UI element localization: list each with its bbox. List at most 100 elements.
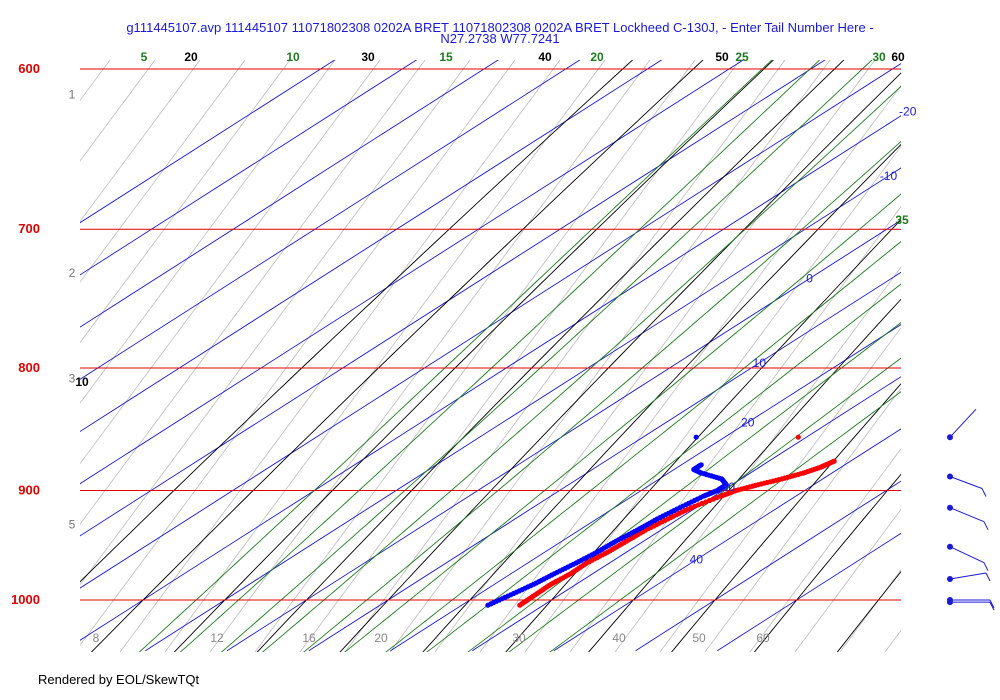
mixing-ratio-label: 30 xyxy=(512,631,526,645)
moist-adiabat-line xyxy=(220,60,873,652)
isolated-point xyxy=(795,434,801,440)
moist-adiabat-line xyxy=(549,391,901,652)
moist-adiabat-label: 5 xyxy=(141,50,148,64)
moist-adiabat-label: 15 xyxy=(439,50,453,64)
isotherm-line xyxy=(80,60,418,276)
trace-point xyxy=(698,462,704,468)
mixing-ratio-line xyxy=(930,60,1000,652)
mixing-ratio-line xyxy=(80,60,156,162)
isotherm-line xyxy=(80,60,336,224)
moist-adiabat-label: 10 xyxy=(286,50,300,64)
isotherm-label: -10 xyxy=(880,169,898,183)
dry-adiabat-line xyxy=(836,570,901,652)
mixing-ratio-label: 16 xyxy=(302,631,316,645)
mixing-ratio-line xyxy=(119,60,561,652)
isotherm-label: -20 xyxy=(899,104,917,118)
wind-barb-staff xyxy=(949,476,983,489)
dry-adiabat-label: 10 xyxy=(75,375,89,389)
dry-adiabat-line xyxy=(914,0,1000,661)
wind-barb-staff xyxy=(949,507,985,523)
mixing-ratio-line xyxy=(80,60,381,465)
moist-adiabat-label: 35 xyxy=(895,213,909,227)
mixing-ratio-line xyxy=(389,60,831,652)
isotherm-line xyxy=(80,60,581,380)
isotherm-line xyxy=(226,219,901,652)
mixing-ratio-line xyxy=(569,205,901,652)
isotherm-line xyxy=(717,532,901,652)
mixing-ratio-line xyxy=(164,60,606,652)
moist-adiabat-line xyxy=(138,60,773,652)
mixing-ratio-line xyxy=(80,60,111,102)
dry-adiabat-line xyxy=(90,60,704,652)
mixing-ratio-line xyxy=(344,60,786,652)
isotherm-line xyxy=(308,271,901,652)
altitude-label: 3 xyxy=(69,371,76,385)
pressure-tick-label: 900 xyxy=(18,482,40,497)
dry-adiabat-lines xyxy=(80,0,1000,661)
isolated-point xyxy=(693,434,699,440)
altitude-label: 1 xyxy=(69,88,76,102)
dry-adiabat-line xyxy=(753,473,901,652)
isobar-lines xyxy=(80,68,901,601)
dry-adiabat-line xyxy=(671,383,901,652)
moist-adiabat-label: 30 xyxy=(872,50,886,64)
mixing-ratio-line xyxy=(80,60,516,646)
wind-barb-feather xyxy=(989,601,995,611)
altitude-label: 2 xyxy=(69,266,76,280)
isotherm-line xyxy=(635,480,901,652)
mixing-ratio-label: 60 xyxy=(756,631,770,645)
pressure-tick-label: 1000 xyxy=(11,592,40,607)
isotherm-line xyxy=(80,60,744,485)
header-line-1: g111445107.avp 111445107 11071802308 020… xyxy=(126,20,873,35)
mixing-ratio-label: 20 xyxy=(374,631,388,645)
moist-adiabat-line xyxy=(262,85,901,652)
isotherm-line xyxy=(145,167,901,652)
wind-barb-staff xyxy=(949,546,985,564)
moist-adiabat-label: 20 xyxy=(590,50,604,64)
wind-barb-staff xyxy=(949,572,987,580)
dry-adiabat-line xyxy=(505,218,901,652)
isotherm-label: 40 xyxy=(690,553,704,567)
dry-adiabat-line xyxy=(588,298,901,652)
mixing-ratio-line xyxy=(80,60,291,344)
moist-adiabat-line xyxy=(385,240,901,652)
mixing-ratio-line xyxy=(80,60,426,525)
mixing-ratio-line xyxy=(0,60,65,652)
mixing-ratio-line xyxy=(0,60,20,652)
dry-adiabat-label: 20 xyxy=(184,50,198,64)
isotherm-label: 10 xyxy=(753,356,767,370)
moist-adiabat-lines xyxy=(138,60,901,652)
dry-adiabat-line xyxy=(173,60,775,652)
isotherm-label: 30 xyxy=(722,480,736,494)
wind-barb-feather xyxy=(983,562,989,571)
wind-barb-feather xyxy=(981,488,987,497)
dry-adiabat-line xyxy=(339,72,901,652)
isotherm-line xyxy=(390,324,901,652)
moist-adiabat-line xyxy=(508,357,901,652)
mixing-ratio-line xyxy=(209,60,651,652)
isotherm-line xyxy=(80,60,663,433)
isotherm-line xyxy=(553,428,901,652)
isotherm-line xyxy=(80,60,826,537)
dry-adiabat-label: 50 xyxy=(715,50,729,64)
mixing-ratio-label: 8 xyxy=(93,631,100,645)
mixing-ratio-line xyxy=(434,60,876,652)
altitude-label: 5 xyxy=(69,518,76,532)
mixing-ratio-line xyxy=(80,60,201,223)
mixing-ratio-line xyxy=(975,60,1000,652)
moist-adiabat-line xyxy=(303,140,901,652)
dry-adiabat-label: 40 xyxy=(538,50,552,64)
mixing-ratio-label: 12 xyxy=(210,631,224,645)
trace-point xyxy=(831,458,837,464)
mixing-ratio-line xyxy=(80,60,471,586)
mixing-ratio-line xyxy=(479,84,901,652)
dry-adiabat-line xyxy=(422,143,901,652)
mixing-ratio-line xyxy=(299,60,741,652)
dry-adiabat-line xyxy=(256,60,845,652)
isotherm-line xyxy=(80,60,499,328)
wind-barb-feather xyxy=(985,572,991,582)
moist-adiabat-label: 25 xyxy=(735,50,749,64)
mixing-ratio-line xyxy=(884,629,901,652)
pressure-tick-label: 600 xyxy=(18,61,40,76)
